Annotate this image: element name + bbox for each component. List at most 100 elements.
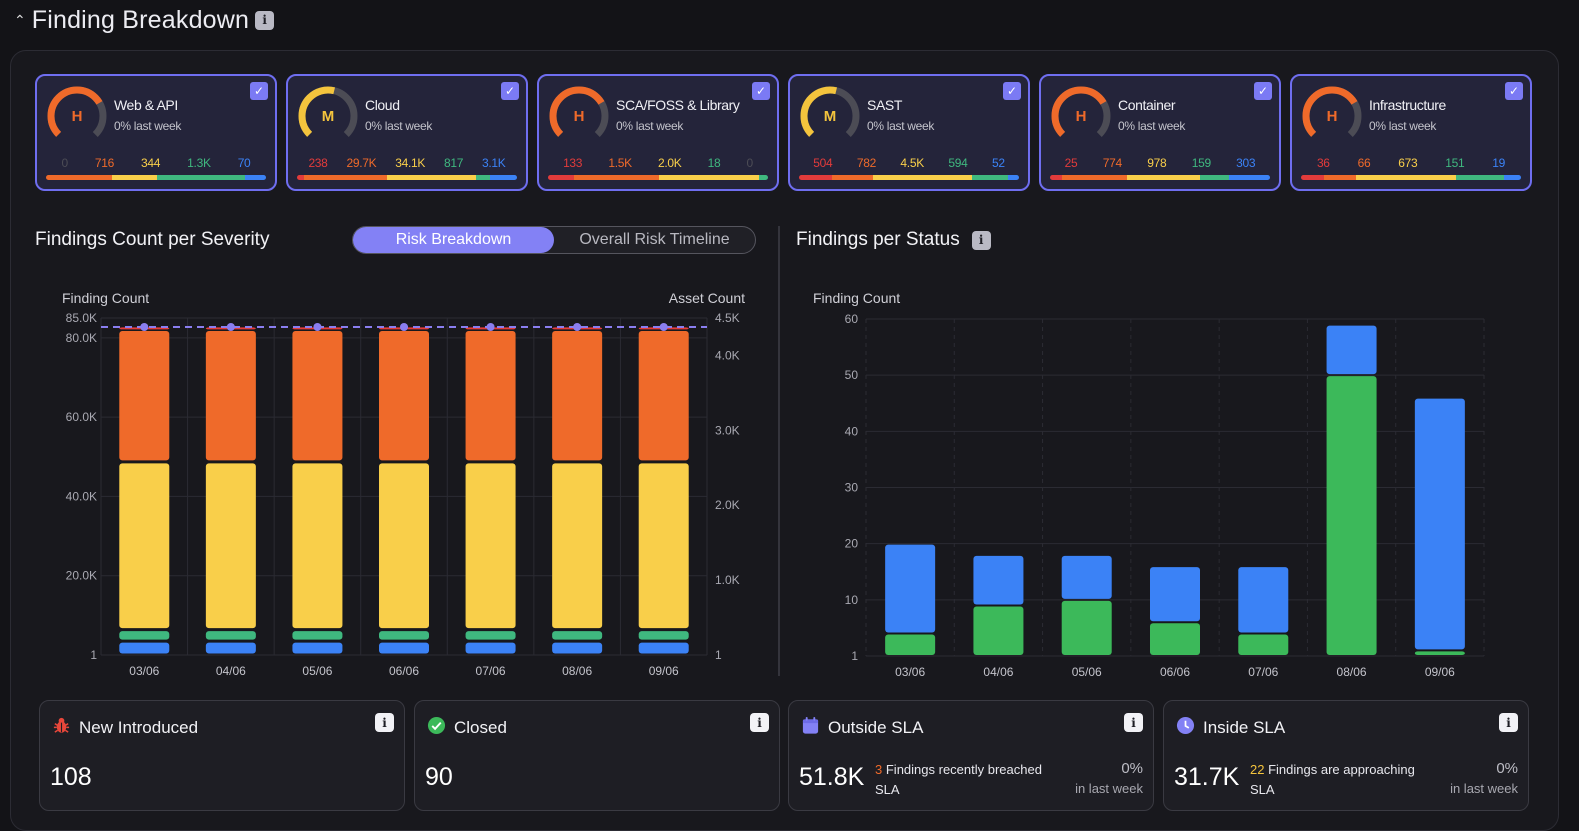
tab-risk-breakdown[interactable]: Risk Breakdown xyxy=(353,227,554,253)
y-tick-label: 50 xyxy=(845,368,859,382)
bar-closed[interactable] xyxy=(885,634,936,655)
bar-medium[interactable] xyxy=(638,463,689,629)
bar-no-risk[interactable] xyxy=(552,642,603,654)
info-icon[interactable]: i xyxy=(375,713,394,732)
bar-new[interactable] xyxy=(1414,398,1465,650)
bar-low[interactable] xyxy=(638,631,689,640)
stat-card[interactable]: New Introduced i 108 xyxy=(39,700,405,811)
change-value: 0% xyxy=(616,119,633,133)
checkbox[interactable]: ✓ xyxy=(250,82,268,100)
asset-count-point[interactable] xyxy=(400,322,408,331)
bar-low[interactable] xyxy=(292,631,343,640)
bar-medium[interactable] xyxy=(205,463,256,629)
chevron-up-icon[interactable]: ⌃ xyxy=(14,11,26,28)
bar-high[interactable] xyxy=(465,330,516,461)
bar-high[interactable] xyxy=(638,330,689,461)
asset-count-point[interactable] xyxy=(659,322,668,331)
bar-low[interactable] xyxy=(119,631,170,640)
bar-new[interactable] xyxy=(1326,325,1377,375)
bar-closed[interactable] xyxy=(973,606,1024,655)
category-card[interactable]: M Cloud 0% last week ✓ 238 29.7K 34.1K 817 3.1K xyxy=(286,74,528,191)
stat-info[interactable]: i xyxy=(375,713,394,732)
checkbox[interactable]: ✓ xyxy=(501,82,519,100)
bar-high[interactable] xyxy=(552,330,603,461)
bar-no-risk[interactable] xyxy=(292,642,343,654)
bar-new[interactable] xyxy=(1238,567,1289,633)
stat-info[interactable]: i xyxy=(1124,713,1143,732)
section-header[interactable]: ⌃ Finding Breakdown i xyxy=(14,4,275,36)
bar-new[interactable] xyxy=(1061,555,1112,599)
bar-closed[interactable] xyxy=(1414,651,1465,655)
bar-closed[interactable] xyxy=(1150,623,1200,655)
info-icon[interactable]: i xyxy=(1499,713,1518,732)
checkbox[interactable]: ✓ xyxy=(1505,82,1523,100)
bar-medium[interactable] xyxy=(379,463,429,629)
bar-medium[interactable] xyxy=(119,463,170,629)
asset-count-point[interactable] xyxy=(486,322,495,331)
bar-closed[interactable] xyxy=(1061,600,1112,655)
stat-card[interactable]: Inside SLA i 31.7K 22 Findings are approach… xyxy=(1163,700,1529,811)
info-icon[interactable]: i xyxy=(750,713,769,732)
info-icon[interactable]: i xyxy=(971,230,991,250)
bar-high[interactable] xyxy=(119,330,170,461)
bar-low[interactable] xyxy=(379,631,429,640)
count-no_risk: 0 xyxy=(746,156,754,170)
y-tick-label: 80.0K xyxy=(66,331,97,345)
checkbox[interactable]: ✓ xyxy=(752,82,770,100)
bar-high[interactable] xyxy=(205,330,256,461)
checkbox[interactable]: ✓ xyxy=(1254,82,1272,100)
asset-count-point[interactable] xyxy=(140,322,149,331)
bar-high[interactable] xyxy=(379,330,429,461)
bar-closed[interactable] xyxy=(1326,376,1377,655)
bar-closed[interactable] xyxy=(1238,634,1289,655)
stat-info[interactable]: i xyxy=(750,713,769,732)
bar-low[interactable] xyxy=(552,631,603,640)
bar-no-risk[interactable] xyxy=(205,642,256,654)
bar-medium[interactable] xyxy=(292,463,343,629)
stat-info[interactable]: i xyxy=(1499,713,1518,732)
bar-no-risk[interactable] xyxy=(119,642,170,654)
y2-tick-label: 4.5K xyxy=(715,311,740,325)
bug-icon xyxy=(52,716,71,740)
bar-no-risk[interactable] xyxy=(638,642,689,654)
info-icon[interactable]: i xyxy=(255,10,275,30)
asset-count-point[interactable] xyxy=(226,322,235,331)
stat-card[interactable]: Outside SLA i 51.8K 3 Findings recently bre… xyxy=(788,700,1154,811)
count-critical: 36 xyxy=(1316,156,1330,170)
risk-gauge: H xyxy=(1050,85,1112,147)
bar-segment-low xyxy=(157,175,246,180)
bar-medium[interactable] xyxy=(465,463,516,629)
bar-new[interactable] xyxy=(973,555,1024,605)
tab-overall-risk-timeline[interactable]: Overall Risk Timeline xyxy=(579,231,730,248)
category-card[interactable]: H SCA/FOSS & Library 0% last week ✓ 133 1.5K 2… xyxy=(537,74,779,191)
info-icon[interactable]: i xyxy=(1124,713,1143,732)
bar-low[interactable] xyxy=(205,631,256,640)
count-medium: 2.0K xyxy=(657,156,682,170)
checkbox[interactable]: ✓ xyxy=(1003,82,1021,100)
card-title: Cloud xyxy=(365,97,400,113)
chart-view-toggle[interactable]: Risk Breakdown Overall Risk Timeline xyxy=(352,226,756,254)
card-change: 0% last week xyxy=(114,119,181,133)
bar-high[interactable] xyxy=(292,330,343,461)
bar-segment-critical xyxy=(1301,175,1325,180)
bar-no-risk[interactable] xyxy=(465,642,516,654)
bar-new[interactable] xyxy=(1150,567,1200,622)
stat-value: 51.8K xyxy=(799,763,865,791)
bar-segment-medium xyxy=(659,175,759,180)
count-high: 774 xyxy=(1102,156,1122,170)
asset-count-point[interactable] xyxy=(313,322,322,331)
bar-medium[interactable] xyxy=(552,463,603,629)
bar-no-risk[interactable] xyxy=(379,642,429,654)
bar-segment-medium xyxy=(111,175,158,180)
change-label: last week xyxy=(635,119,684,133)
category-card[interactable]: H Web & API 0% last week ✓ 0 716 344 1.3K 70 xyxy=(35,74,277,191)
category-card[interactable]: H Infrastructure 0% last week ✓ 36 66 673 151 19 xyxy=(1290,74,1532,191)
stat-card[interactable]: Closed i 90 xyxy=(414,700,780,811)
category-card[interactable]: M SAST 0% last week ✓ 504 782 4.5K 594 52 xyxy=(788,74,1030,191)
bar-new[interactable] xyxy=(885,544,936,633)
bar-segment-medium xyxy=(1355,175,1457,180)
asset-count-point[interactable] xyxy=(573,322,582,331)
category-card[interactable]: H Container 0% last week ✓ 25 774 978 159 303 xyxy=(1039,74,1281,191)
divider xyxy=(778,226,780,676)
bar-low[interactable] xyxy=(465,631,516,640)
